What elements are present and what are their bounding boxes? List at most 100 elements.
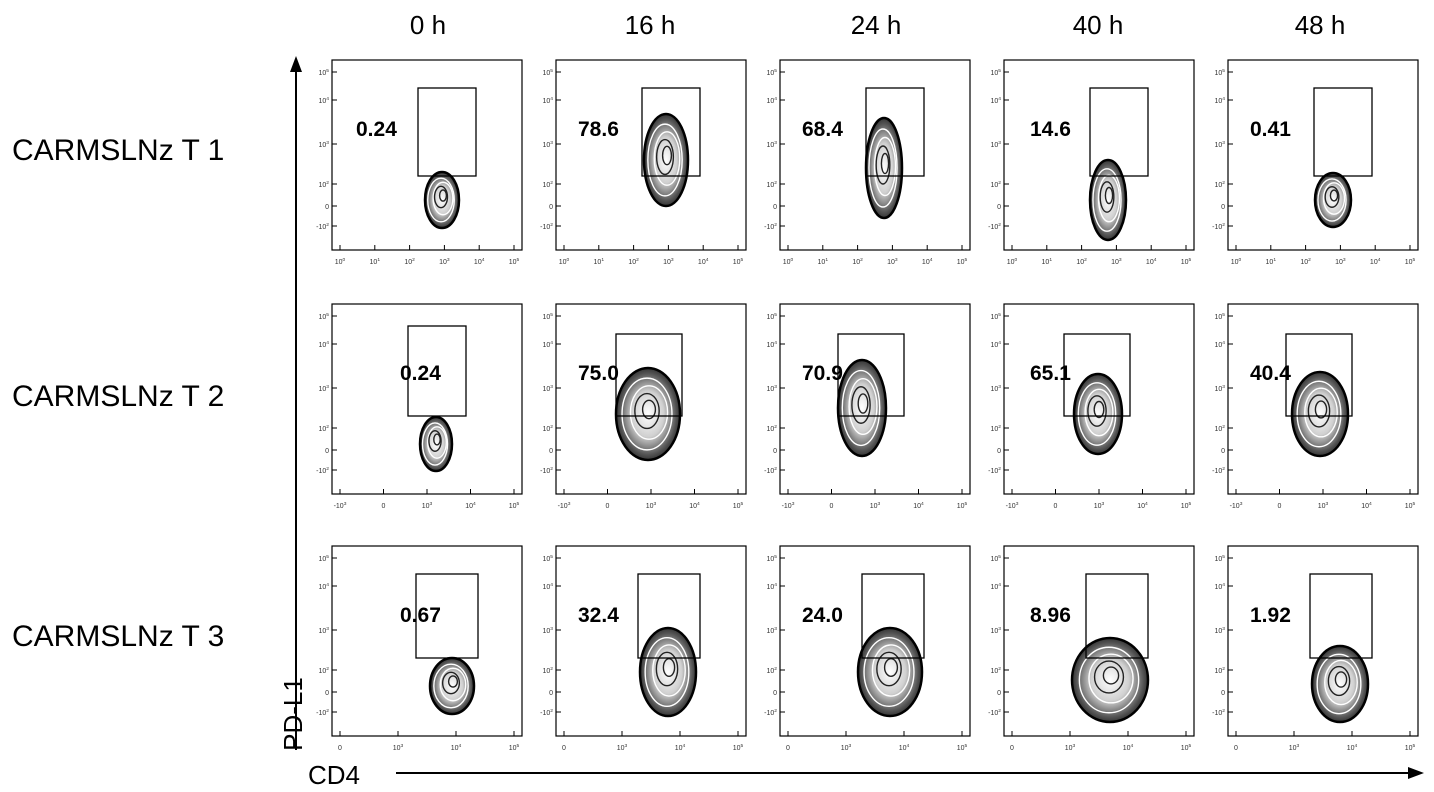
y-tick-label: 0 [773, 204, 777, 211]
contour-outer [1290, 370, 1350, 458]
facs-panel: 105 104 103 102 0 -102 100 101 102 103 104 105 0.41 [1212, 59, 1419, 266]
y-tick-label: 104 [318, 96, 329, 105]
contour-outer [1310, 644, 1370, 724]
contour-level [427, 177, 455, 223]
x-tick-label: 0 [606, 503, 610, 510]
y-tick-label: 102 [1214, 424, 1225, 433]
x-tick-label: -103 [782, 501, 795, 510]
x-tick-label: -103 [1006, 501, 1019, 510]
y-tick-label: 0 [549, 204, 553, 211]
y-tick-label: 0 [1221, 690, 1225, 697]
gate-rectangle [641, 87, 701, 177]
column-header: 40 h [1073, 10, 1124, 40]
x-tick-label: 105 [509, 501, 520, 510]
contour-population [642, 112, 690, 208]
y-tick-label: 104 [990, 340, 1001, 349]
x-tick-label: 105 [509, 743, 520, 752]
y-tick-label: 102 [318, 666, 329, 675]
y-tick-label: 103 [318, 140, 329, 149]
x-tick-label: 100 [335, 257, 346, 266]
row-labels: CARMSLNz T 1 CARMSLNz T 2 CARMSLNz T 3 [12, 134, 224, 653]
x-tick-label: 0 [1054, 503, 1058, 510]
panel-frame [331, 59, 523, 251]
contour-level [1093, 400, 1105, 419]
contour-level [875, 145, 891, 185]
facs-panel: 105 104 103 102 0 -102 0 103 104 105 1.92 [1212, 545, 1419, 752]
y-tick-label: 0 [773, 448, 777, 455]
x-tick-label: 105 [509, 257, 520, 266]
contour-level [1093, 660, 1125, 694]
facs-panel: 105 104 103 102 0 -102 0 103 104 105 8.96 [988, 545, 1195, 752]
y-tick-label: 0 [773, 690, 777, 697]
facs-panel: 105 104 103 102 0 -102 -103 0 103 104 105 70.9 [764, 303, 971, 510]
gate-percentage: 0.24 [400, 362, 441, 385]
facs-panel: 105 104 103 102 0 -102 0 103 104 105 24.0 [764, 545, 971, 752]
contour-population [856, 626, 924, 718]
y-tick-label: 102 [990, 666, 1001, 675]
contour-level [432, 181, 454, 216]
contour-level [873, 136, 897, 197]
y-tick-label: 104 [766, 96, 777, 105]
y-axis-arrow [290, 56, 302, 750]
row-label: CARMSLNz T 3 [12, 620, 224, 653]
y-tick-label: 103 [766, 626, 777, 635]
y-tick-label: 102 [1214, 180, 1225, 189]
column-header: 0 h [410, 10, 446, 40]
gate-rectangle [615, 333, 683, 417]
y-tick-label: 102 [542, 180, 553, 189]
y-tick-label: 0 [325, 204, 329, 211]
y-tick-label: 0 [325, 690, 329, 697]
row-label: CARMSLNz T 2 [12, 380, 224, 413]
gate-percentage: 8.96 [1030, 604, 1071, 627]
contour-population [1072, 372, 1124, 456]
contour-level [427, 426, 447, 459]
y-tick-label: 103 [766, 384, 777, 393]
contour-level [634, 392, 660, 430]
x-tick-label: 103 [1289, 743, 1300, 752]
facs-panel: 105 104 103 102 0 -102 -103 0 103 104 105 40.4 [1212, 303, 1419, 510]
facs-panel: 105 104 103 102 0 -102 -103 0 103 104 105 65.1 [988, 303, 1195, 510]
x-tick-label: 101 [594, 257, 605, 266]
y-tick-label: 105 [990, 554, 1001, 563]
contour-population [1070, 636, 1150, 724]
y-tick-label: -102 [988, 708, 1001, 717]
y-tick-label: -102 [1212, 708, 1225, 717]
contour-population [638, 626, 698, 718]
x-tick-label: 102 [628, 257, 639, 266]
contour-level [1324, 186, 1340, 208]
y-tick-label: 0 [997, 204, 1001, 211]
y-tick-label: -102 [988, 466, 1001, 475]
column-header: 24 h [851, 10, 902, 40]
y-tick-label: 103 [990, 384, 1001, 393]
x-tick-label: 103 [646, 501, 657, 510]
contour-outer [642, 112, 690, 208]
contour-level [438, 189, 448, 202]
gate-percentage: 65.1 [1030, 362, 1071, 385]
contour-level [662, 657, 676, 677]
y-tick-label: -102 [540, 222, 553, 231]
x-tick-label: 105 [957, 501, 968, 510]
x-tick-label: 104 [675, 743, 686, 752]
gate-percentage: 0.67 [400, 604, 441, 627]
contour-level [641, 399, 657, 420]
x-tick-label: -103 [334, 501, 347, 510]
y-tick-label: 102 [1214, 666, 1225, 675]
gate-percentage: 78.6 [578, 118, 619, 141]
y-tick-label: 102 [766, 666, 777, 675]
gate-percentage: 70.9 [802, 362, 843, 385]
x-tick-label: 104 [1137, 501, 1148, 510]
x-tick-label: 0 [562, 745, 566, 752]
gate-rectangle [1085, 573, 1149, 659]
panel-frame [331, 545, 523, 737]
contour-level [621, 377, 673, 451]
x-tick-label: 102 [1300, 257, 1311, 266]
x-tick-label: 100 [1231, 257, 1242, 266]
gate-rectangle [865, 87, 925, 177]
column-headers: 0 h 16 h 24 h 40 h 48 h [410, 10, 1345, 40]
contour-level [880, 152, 890, 175]
x-tick-label: 104 [922, 257, 933, 266]
contour-population [836, 358, 888, 458]
y-tick-label: 0 [1221, 448, 1225, 455]
contour-level [1087, 395, 1107, 427]
